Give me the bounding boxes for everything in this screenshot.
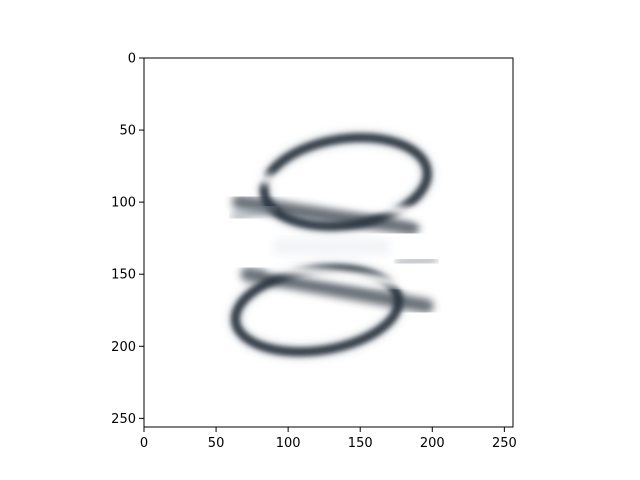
- heatmap-image: [228, 130, 439, 359]
- y-tick-label: 0: [128, 52, 136, 67]
- lower-diagonal-bright-band: [265, 261, 432, 291]
- plot-frame: [143, 57, 514, 428]
- x-tick-label: 50: [208, 436, 225, 451]
- y-tick-label: 50: [119, 124, 136, 139]
- x-tick-label: 150: [348, 436, 373, 451]
- lower-diagonal-dark-band: [240, 267, 434, 314]
- upper-left-tail: [230, 202, 277, 223]
- x-tick-label: 0: [140, 436, 148, 451]
- x-axis: 0 50 100 150 200 250: [140, 427, 517, 451]
- y-tick-label: 100: [111, 196, 136, 211]
- y-tick-label: 150: [111, 268, 136, 283]
- y-tick-label: 200: [111, 340, 136, 355]
- x-tick-label: 250: [492, 436, 517, 451]
- y-tick-label: 250: [111, 412, 136, 427]
- y-axis: 0 50 100 150 200 250: [111, 52, 144, 427]
- upper-diagonal-bright-band: [248, 171, 432, 222]
- middle-gap-shade: [273, 238, 390, 256]
- x-tick-label: 100: [276, 436, 301, 451]
- x-tick-label: 200: [420, 436, 445, 451]
- lower-right-tail: [394, 254, 439, 269]
